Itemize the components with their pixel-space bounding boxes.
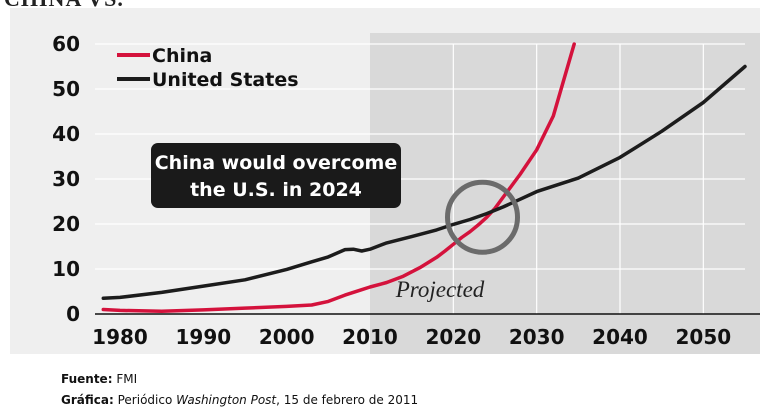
graphic-publication: Washington Post (176, 393, 277, 407)
x-tick-label-2020: 2020 (425, 325, 481, 349)
graphic-suffix: , 15 de febrero de 2011 (276, 393, 419, 407)
x-tick-label-2050: 2050 (675, 325, 731, 349)
x-tick-label-2030: 2030 (509, 325, 565, 349)
y-tick-label-20: 20 (52, 212, 80, 236)
x-tick-label-2040: 2040 (592, 325, 648, 349)
y-tick-label-60: 60 (52, 32, 80, 56)
projected-label: Projected (395, 277, 485, 302)
crossover-circle (445, 179, 520, 255)
y-tick-label-10: 10 (52, 257, 80, 281)
legend-label-china: China (152, 45, 212, 67)
page-title: CHINA VS. (4, 0, 124, 12)
legend-label-united-states: United States (152, 69, 299, 91)
annotation-line-2: the U.S. in 2024 (190, 179, 362, 201)
x-tick-label-1990: 1990 (175, 325, 231, 349)
y-tick-label-50: 50 (52, 77, 80, 101)
y-tick-label-40: 40 (52, 122, 80, 146)
source-label: Fuente: (61, 372, 113, 386)
source-value: FMI (116, 372, 138, 386)
series-line-china (101, 42, 576, 314)
source-line: Fuente: FMI (61, 372, 137, 386)
annotation-callout: China would overcome the U.S. in 2024 (151, 143, 401, 208)
series-line-united-states (101, 64, 747, 301)
graphic-label: Gráfica: (61, 393, 114, 407)
projected-region (370, 33, 760, 354)
x-tick-label-1980: 1980 (92, 325, 148, 349)
x-tick-label-2000: 2000 (259, 325, 315, 349)
x-tick-label-2010: 2010 (342, 325, 398, 349)
y-tick-label-30: 30 (52, 167, 80, 191)
y-tick-label-0: 0 (66, 302, 80, 326)
annotation-line-1: China would overcome (155, 152, 398, 174)
annotation-box (151, 143, 401, 208)
graphic-credit-line: Gráfica: Periódico Washington Post, 15 d… (61, 393, 418, 407)
graphic-prefix: Periódico (117, 393, 173, 407)
